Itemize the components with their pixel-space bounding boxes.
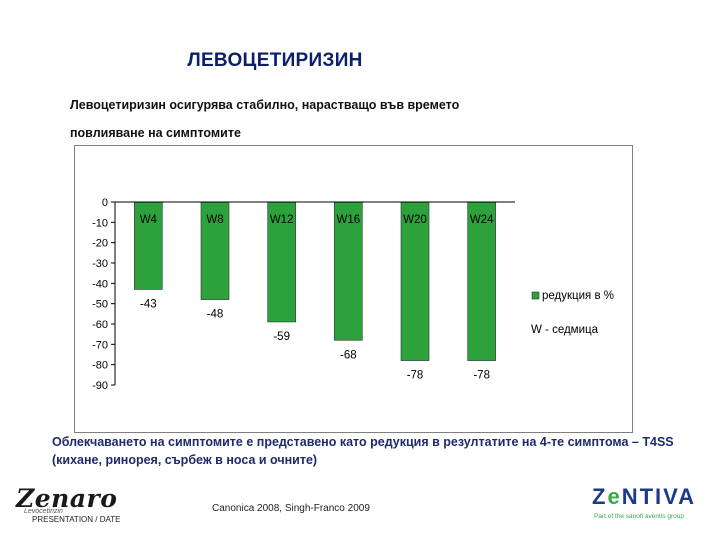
subtitle-line-1: Левоцетиризин осигурява стабилно, нараст… xyxy=(70,98,460,112)
y-tick-label: 0 xyxy=(102,197,108,209)
data-label: -59 xyxy=(273,331,290,343)
category-label: W8 xyxy=(206,214,223,226)
zentiva-logo: ZeNTIVA xyxy=(592,484,696,510)
legend-note: W - седмица xyxy=(531,324,599,336)
y-tick-label: -80 xyxy=(92,360,108,372)
bar-chart: 0 -10 -20 -30 -40 -50 -60 -70 -80 -90 W4 -43 W8 -48 W1… xyxy=(92,197,614,392)
category-label: W4 xyxy=(140,214,158,226)
y-tick-label: -30 xyxy=(92,258,108,270)
bar xyxy=(400,201,430,361)
data-label: -43 xyxy=(140,298,157,310)
bar xyxy=(134,201,163,290)
data-label: -78 xyxy=(473,370,490,382)
category-label: W16 xyxy=(337,214,361,226)
legend-label: редукция в % xyxy=(542,290,614,302)
y-tick-label: -20 xyxy=(92,238,108,250)
category-label: W20 xyxy=(403,214,427,226)
y-tick-label: -50 xyxy=(92,299,108,311)
legend-swatch xyxy=(531,291,540,300)
y-tick-label: -90 xyxy=(92,380,108,392)
category-label: W12 xyxy=(270,214,294,226)
zentiva-logo-rest: NTIVA xyxy=(621,484,697,509)
category-label: W24 xyxy=(470,214,494,226)
data-label: -78 xyxy=(407,370,424,382)
zentiva-tagline: Part of the sanofi aventis group xyxy=(594,513,684,520)
subtitle-line-2: повлияване на симптомите xyxy=(70,126,241,140)
zentiva-logo-e: e xyxy=(607,484,622,509)
presentation-date-label: PRESENTATION / DATE xyxy=(32,515,121,524)
page-title: ЛЕВОЦЕТИРИЗИН xyxy=(187,50,363,71)
zenaro-logo: Zenaro Levocetirizin xyxy=(16,484,118,515)
zenaro-logo-text: Zenaro xyxy=(16,484,118,513)
y-tick-label: -60 xyxy=(92,319,108,331)
footnote: Облекчаването на симптомите е представен… xyxy=(52,435,674,467)
y-tick-label: -70 xyxy=(92,339,108,351)
bar xyxy=(334,201,363,341)
zenaro-logo-subtext: Levocetirizin xyxy=(24,508,63,515)
bar xyxy=(200,201,230,300)
chart-container: 0 -10 -20 -30 -40 -50 -60 -70 -80 -90 W4 -43 W8 -48 W1… xyxy=(74,145,633,433)
y-tick-label: -40 xyxy=(92,278,108,290)
y-tick-label: -10 xyxy=(92,217,108,229)
data-label: -48 xyxy=(207,309,224,321)
bar xyxy=(267,201,296,323)
zentiva-logo-z: Z xyxy=(592,484,608,509)
citation: Canonica 2008, Singh-Franco 2009 xyxy=(212,503,370,514)
data-label: -68 xyxy=(340,349,357,361)
